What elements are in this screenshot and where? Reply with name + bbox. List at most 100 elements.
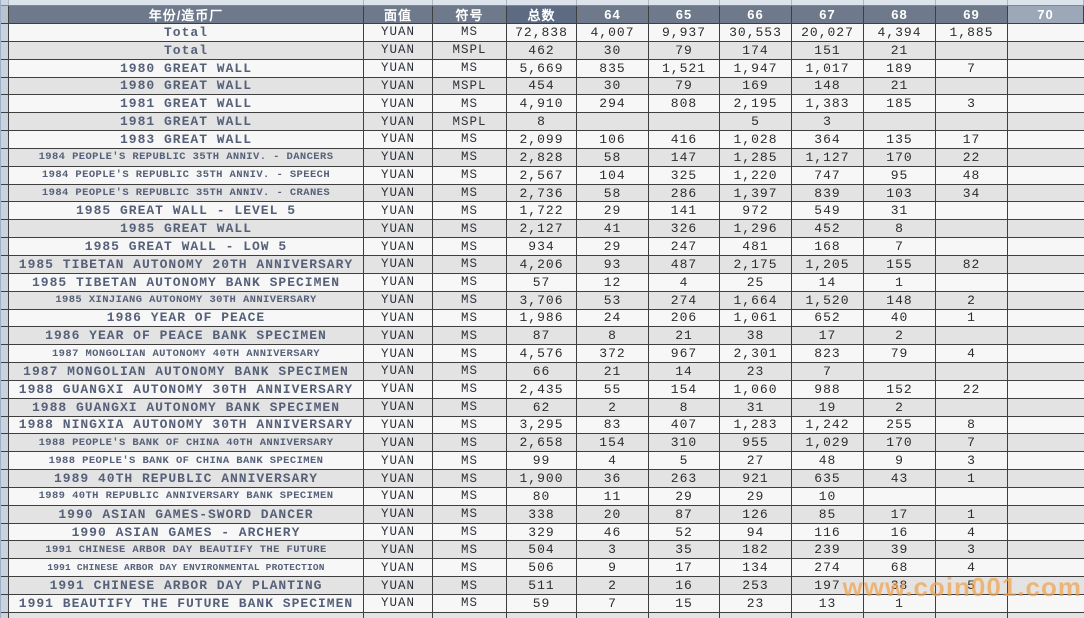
cell-grade-65[interactable]: 4 <box>649 273 720 291</box>
cell-grade-70[interactable] <box>1008 363 1084 380</box>
cell-designation[interactable]: MS <box>433 309 507 327</box>
cell-grade-69[interactable]: 48 <box>936 166 1008 184</box>
cell-grade-68[interactable] <box>864 487 936 505</box>
cell-grade-68[interactable]: 170 <box>864 434 936 452</box>
cell-grade-65[interactable] <box>649 113 720 131</box>
cell-grade-65[interactable]: 967 <box>649 345 720 363</box>
cell-grade-67[interactable]: 3 <box>792 113 864 131</box>
cell-grade-68[interactable]: 21 <box>864 77 936 95</box>
cell-grade-67[interactable]: 988 <box>792 380 864 398</box>
cell-grade-66[interactable]: 1,220 <box>720 166 792 184</box>
cell-grade-65[interactable]: 274 <box>649 291 720 309</box>
cell-grade-69[interactable]: 4 <box>936 559 1008 577</box>
cell-grade-67[interactable]: 1,017 <box>792 59 864 77</box>
cell-grade-65[interactable]: 147 <box>649 148 720 166</box>
cell-grade-70[interactable] <box>1008 59 1084 77</box>
cell-grade-68[interactable]: 135 <box>864 131 936 148</box>
cell-grade-70[interactable] <box>1008 327 1084 345</box>
cell-grade-66[interactable]: 2,195 <box>720 95 792 113</box>
cell-grade-70[interactable] <box>1008 487 1084 505</box>
cell-denomination[interactable]: YUAN <box>364 202 433 220</box>
cell-grade-69[interactable] <box>936 273 1008 291</box>
cell-grade-69[interactable] <box>936 41 1008 59</box>
cell-total[interactable]: 506 <box>507 559 577 577</box>
cell-grade-65[interactable]: 29 <box>649 487 720 505</box>
cell-grade-68[interactable]: 7 <box>864 238 936 255</box>
cell-total[interactable]: 8 <box>507 113 577 131</box>
cell-grade-69[interactable]: 3 <box>936 95 1008 113</box>
cell-denomination[interactable]: YUAN <box>364 363 433 380</box>
cell-grade-68[interactable]: 43 <box>864 470 936 487</box>
header-denomination[interactable]: 面值 <box>364 6 433 23</box>
cell-grade-70[interactable] <box>1008 95 1084 113</box>
cell-grade-66[interactable]: 1,060 <box>720 380 792 398</box>
cell-grade-69[interactable]: 34 <box>936 184 1008 202</box>
header-grade-69[interactable]: 69 <box>936 6 1008 23</box>
cell-denomination[interactable]: YUAN <box>364 59 433 77</box>
cell-total[interactable]: 99 <box>507 452 577 470</box>
cell-issue-name[interactable]: 1989 40TH REPUBLIC ANNIVERSARY BANK SPEC… <box>9 487 364 505</box>
cell-total[interactable]: 338 <box>507 505 577 523</box>
cell-designation[interactable]: MS <box>433 24 507 41</box>
cell-grade-69[interactable] <box>936 595 1008 612</box>
cell-denomination[interactable]: YUAN <box>364 220 433 238</box>
cell-denomination[interactable]: YUAN <box>364 113 433 131</box>
cell-issue-name[interactable]: 1991 CHINESE ARBOR DAY BEAUTIFY THE FUTU… <box>9 541 364 559</box>
cell-grade-65[interactable]: 79 <box>649 41 720 59</box>
cell-grade-64[interactable]: 12 <box>577 273 649 291</box>
cell-issue-name[interactable]: 1981 GREAT WALL <box>9 113 364 131</box>
cell-grade-67[interactable]: 197 <box>792 577 864 594</box>
cell-grade-65[interactable]: 247 <box>649 238 720 255</box>
cell-grade-69[interactable]: 4 <box>936 345 1008 363</box>
cell-grade-69[interactable]: 17 <box>936 131 1008 148</box>
cell-grade-66[interactable]: 25 <box>720 273 792 291</box>
cell-denomination[interactable]: YUAN <box>364 345 433 363</box>
cell-issue-name[interactable]: 1991 CHINESE ARBOR DAY PLANTING <box>9 577 364 594</box>
cell-grade-70[interactable] <box>1008 398 1084 416</box>
cell-grade-64[interactable]: 30 <box>577 41 649 59</box>
cell-grade-66[interactable]: 1,397 <box>720 184 792 202</box>
cell-grade-64[interactable]: 41 <box>577 220 649 238</box>
cell-grade-68[interactable]: 17 <box>864 505 936 523</box>
cell-grade-70[interactable] <box>1008 291 1084 309</box>
cell-total[interactable]: 5,669 <box>507 59 577 77</box>
cell-grade-69[interactable] <box>936 202 1008 220</box>
cell-issue-name[interactable]: 1990 ASIAN GAMES - ARCHERY <box>9 523 364 541</box>
cell-grade-68[interactable]: 79 <box>864 345 936 363</box>
cell-designation[interactable]: MS <box>433 327 507 345</box>
cell-grade-69[interactable]: 82 <box>936 255 1008 273</box>
cell-grade-67[interactable]: 148 <box>792 77 864 95</box>
cell-grade-66[interactable]: 182 <box>720 541 792 559</box>
cell-issue-name[interactable]: 1985 TIBETAN AUTONOMY BANK SPECIMEN <box>9 273 364 291</box>
cell-denomination[interactable]: YUAN <box>364 255 433 273</box>
cell-grade-68[interactable]: 103 <box>864 184 936 202</box>
cell-designation[interactable]: MSPL <box>433 77 507 95</box>
cell-grade-67[interactable]: 7 <box>792 363 864 380</box>
cell-grade-64[interactable]: 3 <box>577 541 649 559</box>
cell-issue-name[interactable]: 1985 TIBETAN AUTONOMY 20TH ANNIVERSARY <box>9 255 364 273</box>
cell-denomination[interactable]: YUAN <box>364 595 433 612</box>
cell-issue-name[interactable]: 1980 GREAT WALL <box>9 59 364 77</box>
cell-grade-67[interactable]: 17 <box>792 327 864 345</box>
cell-grade-64[interactable]: 106 <box>577 131 649 148</box>
cell-total[interactable]: 62 <box>507 398 577 416</box>
cell-grade-64[interactable]: 7 <box>577 595 649 612</box>
cell-denomination[interactable]: YUAN <box>364 24 433 41</box>
cell-total[interactable]: 2,567 <box>507 166 577 184</box>
cell-grade-66[interactable]: 1,283 <box>720 416 792 434</box>
cell-total[interactable]: 66 <box>507 363 577 380</box>
header-year-mint[interactable]: 年份/造币厂 <box>9 6 364 23</box>
cell-grade-66[interactable]: 31 <box>720 398 792 416</box>
cell-grade-66[interactable]: 23 <box>720 595 792 612</box>
cell-grade-70[interactable] <box>1008 595 1084 612</box>
cell-total[interactable]: 4,910 <box>507 95 577 113</box>
cell-denomination[interactable]: YUAN <box>364 434 433 452</box>
cell-issue-name[interactable]: 1987 MONGOLIAN AUTONOMY 40TH ANNIVERSARY <box>9 345 364 363</box>
cell-grade-67[interactable]: 652 <box>792 309 864 327</box>
cell-grade-64[interactable]: 55 <box>577 380 649 398</box>
cell-designation[interactable]: MS <box>433 255 507 273</box>
cell-grade-69[interactable]: 2 <box>936 291 1008 309</box>
cell-issue-name[interactable]: 1983 GREAT WALL <box>9 131 364 148</box>
cell-grade-66[interactable]: 253 <box>720 577 792 594</box>
cell-grade-68[interactable]: 2 <box>864 398 936 416</box>
